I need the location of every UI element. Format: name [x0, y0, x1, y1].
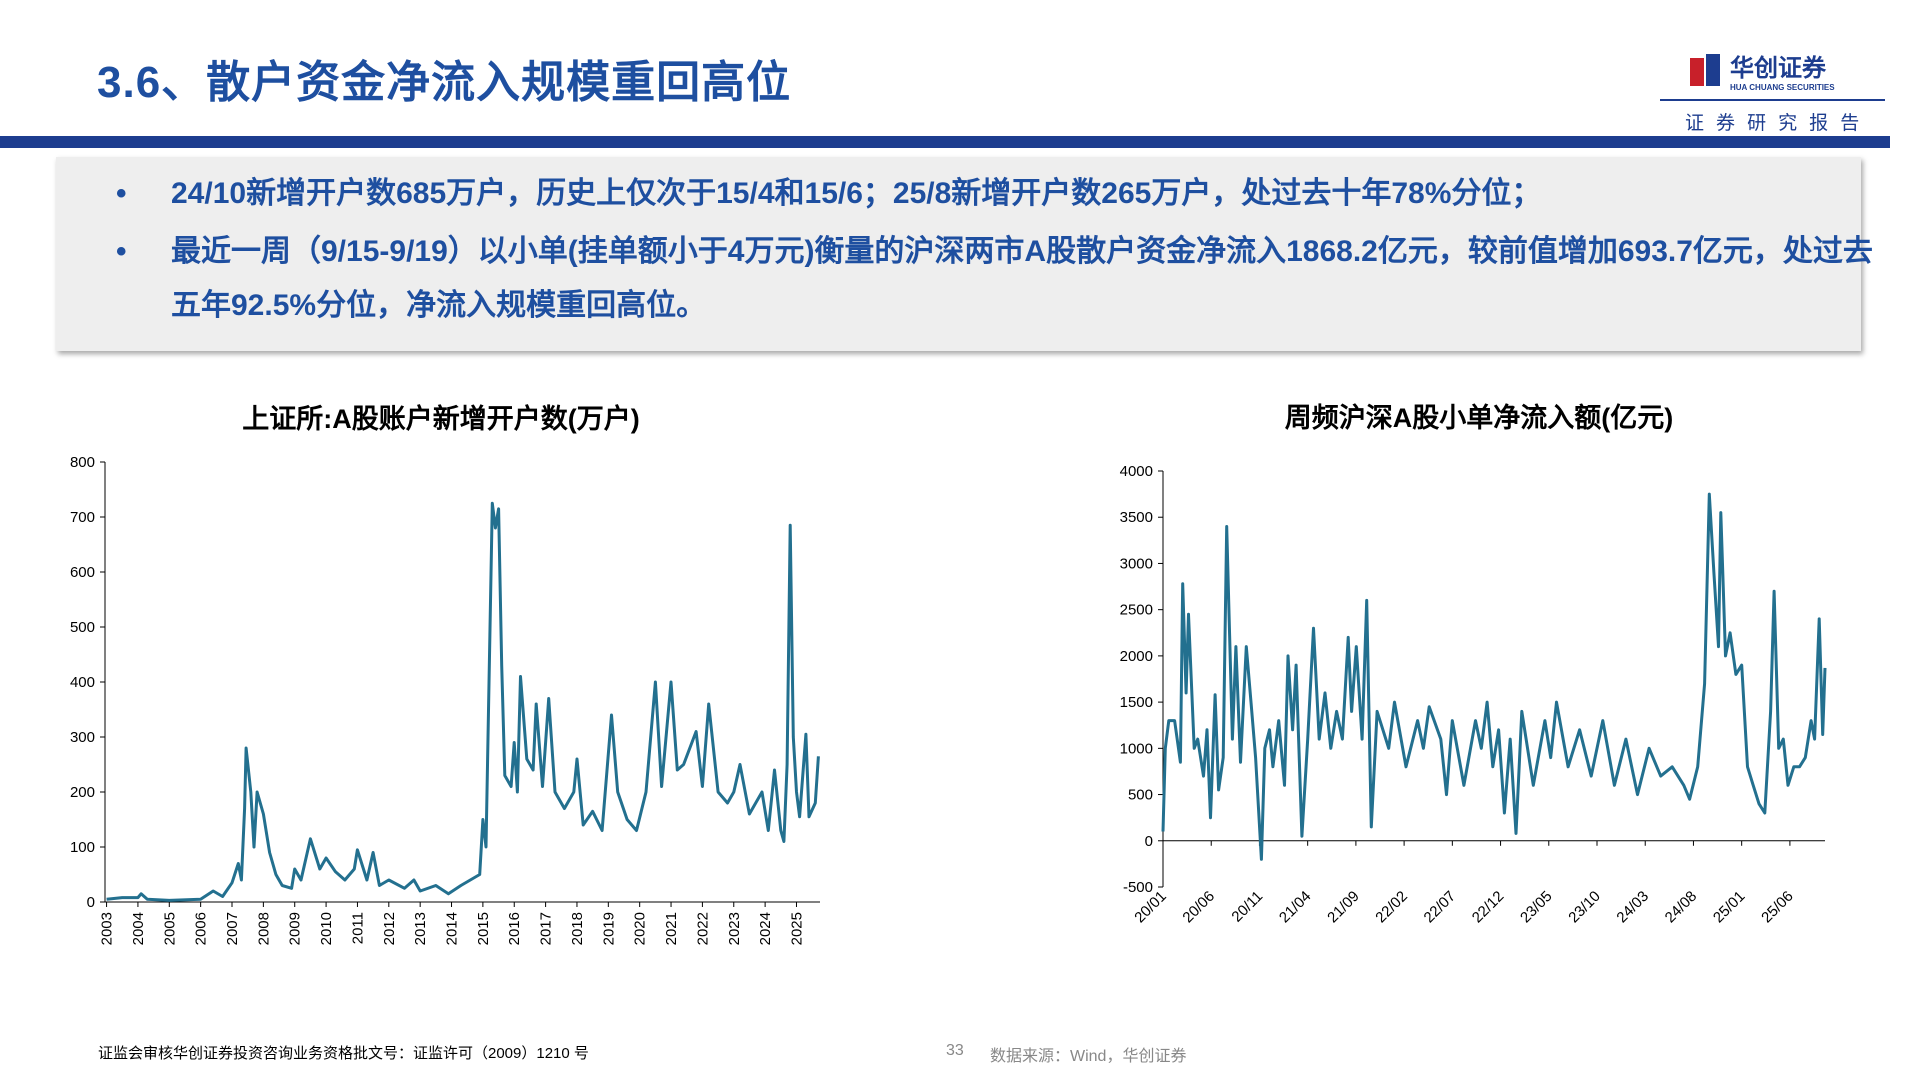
- x-tick-label: 2009: [287, 912, 304, 945]
- x-tick-label: 2023: [726, 912, 743, 945]
- data-line: [1161, 492, 1827, 861]
- logo-icon: [1690, 58, 1704, 86]
- x-tick-label: 20/11: [1228, 888, 1266, 926]
- x-tick-label: 24/03: [1613, 888, 1652, 927]
- x-tick-label: 2025: [788, 912, 805, 945]
- header-bar: [0, 136, 1890, 148]
- x-tick-label: 2021: [663, 912, 680, 945]
- x-tick-label: 22/12: [1469, 888, 1508, 927]
- x-tick-label: 2024: [757, 912, 774, 945]
- x-tick-label: 2011: [349, 912, 366, 944]
- x-tick-label: 2012: [381, 912, 398, 945]
- x-tick-label: 21/04: [1276, 888, 1315, 927]
- x-tick-label: 2010: [318, 912, 335, 945]
- y-tick-label: 300: [70, 729, 95, 746]
- y-tick-label: 2000: [1120, 648, 1153, 665]
- bullet: 24/10新增开户数685万户，历史上仅次于15/4和15/6；25/8新增开户…: [171, 177, 1542, 210]
- y-tick-label: 3500: [1120, 509, 1153, 526]
- y-tick-label: 400: [70, 674, 95, 691]
- y-tick-label: 500: [70, 619, 95, 636]
- slide-title: 3.6、散户资金净流入规模重回高位: [97, 58, 792, 107]
- x-tick-label: 2018: [569, 912, 586, 945]
- license: 证监会审核华创证券投资咨询业务资格批文号：证监许可（2009）1210 号: [98, 1045, 589, 1062]
- y-tick-label: 100: [70, 839, 95, 856]
- x-tick-label: 2015: [475, 912, 492, 945]
- y-tick-label: -500: [1123, 879, 1153, 896]
- y-tick-label: 1000: [1120, 740, 1153, 757]
- x-tick-label: 2007: [224, 912, 241, 945]
- logo-name: 华创证券: [1730, 54, 1827, 82]
- y-tick-label: 4000: [1120, 463, 1153, 480]
- y-tick-label: 1500: [1120, 694, 1153, 711]
- x-tick-label: 2022: [694, 912, 711, 945]
- x-tick-label: 2020: [632, 912, 649, 945]
- y-tick-label: 600: [70, 564, 95, 581]
- y-tick-label: 0: [87, 894, 95, 911]
- x-tick-label: 20/06: [1179, 888, 1218, 927]
- logo: 华创证券 HUA CHUANG SECURITIES: [1660, 54, 1885, 101]
- x-tick-label: 23/10: [1565, 888, 1604, 927]
- x-tick-label: 22/02: [1372, 888, 1411, 927]
- x-tick-label: 23/05: [1517, 888, 1556, 927]
- y-tick-label: 2500: [1120, 602, 1153, 619]
- x-tick-label: 21/09: [1324, 888, 1363, 927]
- x-tick-label: 2006: [193, 912, 210, 945]
- logo-en: HUA CHUANG SECURITIES: [1730, 83, 1835, 92]
- x-tick-label: 2005: [161, 912, 178, 945]
- y-tick-label: 0: [1145, 833, 1153, 850]
- y-tick-label: 500: [1128, 787, 1153, 804]
- x-tick-label: 2003: [99, 912, 116, 945]
- page-number: 33: [946, 1042, 964, 1059]
- x-tick-label: 2013: [412, 912, 429, 945]
- x-tick-label: 25/01: [1710, 888, 1749, 927]
- x-tick-label: 2017: [538, 912, 555, 945]
- y-tick-label: 700: [70, 509, 95, 526]
- chart-title: 上证所:A股账户新增开户数(万户): [242, 403, 639, 434]
- x-tick-label: 2016: [506, 912, 523, 945]
- x-tick-label: 25/06: [1758, 888, 1797, 927]
- source: 数据来源：Wind，华创证券: [990, 1048, 1187, 1065]
- bullet: 最近一周（9/15-9/19）以小单(挂单额小于4万元)衡量的沪深两市A股散户资…: [171, 235, 1873, 322]
- logo-subtitle: 证 券 研 究 报 告: [1685, 112, 1863, 134]
- data-line: [106, 501, 820, 902]
- x-tick-label: 2008: [255, 912, 272, 945]
- y-tick-label: 800: [70, 454, 95, 471]
- y-tick-label: 200: [70, 784, 95, 801]
- summary-box: • 24/10新增开户数685万户，历史上仅次于15/4和15/6；25/8新增…: [56, 157, 1873, 351]
- x-tick-label: 2014: [444, 912, 461, 945]
- x-tick-label: 2004: [130, 912, 147, 945]
- logo-icon: [1706, 54, 1720, 86]
- bullet-dot: •: [116, 235, 127, 268]
- x-tick-label: 22/07: [1421, 888, 1460, 927]
- y-tick-label: 3000: [1120, 555, 1153, 572]
- chart-title: 周频沪深A股小单净流入额(亿元): [1285, 403, 1673, 433]
- x-tick-label: 2019: [600, 912, 617, 945]
- x-tick-label: 24/08: [1662, 888, 1701, 927]
- bullet-dot: •: [116, 177, 127, 210]
